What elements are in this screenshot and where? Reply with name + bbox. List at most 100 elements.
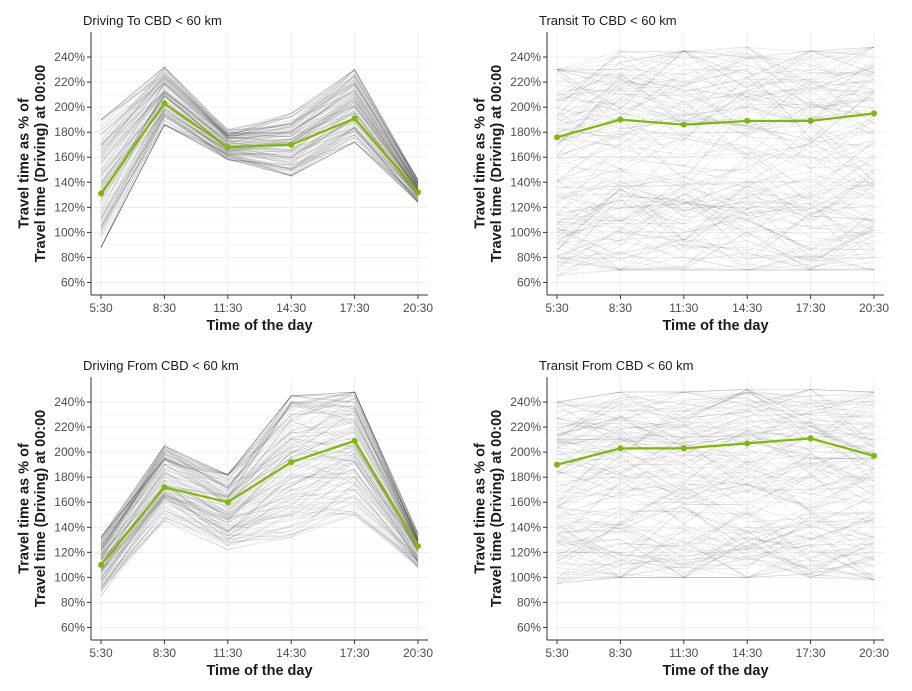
route-line bbox=[556, 96, 875, 162]
route-line bbox=[100, 391, 419, 545]
route-line bbox=[556, 46, 875, 103]
route-line bbox=[556, 450, 875, 501]
route-line bbox=[100, 410, 419, 540]
route-line bbox=[100, 124, 419, 226]
y-axis-title: Travel time as % ofTravel time (Driving)… bbox=[17, 410, 50, 607]
route-line bbox=[556, 57, 875, 83]
route-line bbox=[100, 92, 419, 188]
route-line bbox=[556, 517, 875, 573]
route-line bbox=[100, 89, 419, 188]
panel-title: Driving From CBD < 60 km bbox=[83, 358, 239, 373]
route-line bbox=[556, 69, 875, 145]
route-line bbox=[556, 193, 875, 251]
route-line bbox=[100, 472, 419, 571]
route-line bbox=[100, 428, 419, 573]
route-line bbox=[556, 454, 875, 514]
route-line bbox=[100, 100, 419, 193]
route-line bbox=[100, 109, 419, 221]
route-line bbox=[100, 395, 419, 551]
route-line bbox=[556, 389, 875, 418]
route-line bbox=[556, 125, 875, 204]
route-line bbox=[556, 132, 875, 188]
route-line bbox=[100, 511, 419, 589]
route-line bbox=[100, 108, 419, 208]
mean-series-point bbox=[415, 543, 421, 550]
route-line bbox=[100, 78, 419, 180]
route-line bbox=[100, 124, 419, 248]
route-line bbox=[100, 124, 419, 248]
route-line bbox=[556, 425, 875, 474]
route-line bbox=[100, 92, 419, 191]
route-line bbox=[100, 92, 419, 195]
route-line bbox=[100, 90, 419, 193]
route-line bbox=[556, 429, 875, 482]
route-line bbox=[100, 416, 419, 553]
route-line bbox=[556, 198, 875, 232]
route-line bbox=[100, 79, 419, 184]
route-line bbox=[100, 449, 419, 559]
route-line bbox=[556, 537, 875, 568]
route-line bbox=[556, 75, 875, 97]
route-line bbox=[100, 408, 419, 561]
route-line bbox=[556, 208, 875, 271]
route-line bbox=[556, 169, 875, 213]
panel-title: Transit From CBD < 60 km bbox=[539, 358, 693, 373]
x-tick-label: 17:30 bbox=[340, 301, 370, 315]
route-line bbox=[100, 460, 419, 585]
route-line bbox=[556, 46, 875, 116]
route-line bbox=[100, 92, 419, 190]
route-line bbox=[556, 105, 875, 181]
route-line bbox=[556, 544, 875, 581]
route-line bbox=[556, 404, 875, 437]
route-line bbox=[556, 90, 875, 152]
route-line bbox=[556, 511, 875, 569]
route-line bbox=[100, 421, 419, 549]
x-tick-label: 8:30 bbox=[609, 646, 633, 660]
route-line bbox=[100, 74, 419, 184]
route-line bbox=[556, 104, 875, 174]
route-line bbox=[100, 71, 419, 184]
route-line bbox=[100, 401, 419, 546]
route-line bbox=[556, 66, 875, 144]
route-line bbox=[100, 116, 419, 248]
route-line bbox=[556, 260, 875, 271]
route-line bbox=[556, 211, 875, 271]
route-line bbox=[100, 124, 419, 248]
y-tick-label: 160% bbox=[510, 495, 541, 509]
route-line bbox=[100, 438, 419, 571]
route-line bbox=[556, 239, 874, 271]
route-line bbox=[100, 403, 419, 559]
route-line bbox=[100, 124, 419, 232]
route-line bbox=[556, 515, 875, 567]
route-line bbox=[556, 171, 875, 225]
route-line bbox=[100, 91, 419, 188]
route-line bbox=[556, 450, 875, 496]
route-line bbox=[556, 449, 875, 477]
route-line bbox=[100, 83, 419, 187]
route-line bbox=[556, 511, 875, 565]
route-line bbox=[100, 72, 419, 183]
route-line bbox=[556, 538, 875, 584]
route-line bbox=[100, 72, 419, 180]
route-line bbox=[556, 541, 875, 582]
route-line bbox=[556, 455, 875, 511]
route-line bbox=[556, 506, 875, 552]
route-line bbox=[100, 112, 419, 218]
route-line bbox=[556, 447, 875, 491]
route-line bbox=[557, 204, 875, 260]
route-line bbox=[556, 507, 875, 565]
route-line bbox=[100, 84, 419, 185]
x-tick-label: 11:30 bbox=[669, 646, 698, 660]
route-line bbox=[556, 422, 875, 473]
route-line bbox=[100, 90, 419, 199]
route-line bbox=[100, 411, 419, 555]
route-line bbox=[556, 202, 875, 266]
x-axis-title: Time of the day bbox=[662, 663, 768, 679]
route-line bbox=[556, 393, 875, 440]
route-line bbox=[100, 68, 419, 181]
route-line bbox=[556, 474, 875, 506]
route-line bbox=[556, 79, 875, 127]
mean-series-point bbox=[554, 461, 560, 468]
route-line bbox=[100, 107, 419, 248]
route-line bbox=[100, 100, 419, 193]
